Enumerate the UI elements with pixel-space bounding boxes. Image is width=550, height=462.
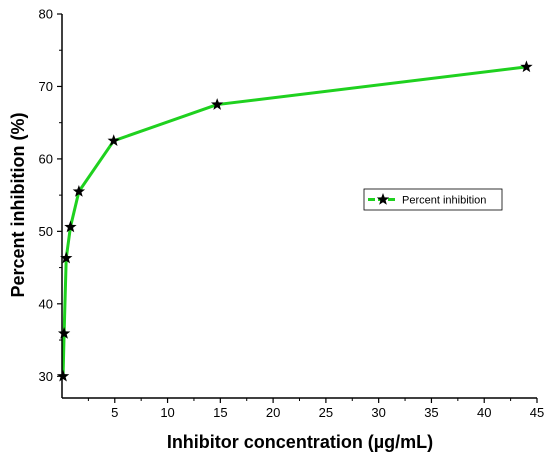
data-point-star	[72, 185, 86, 197]
x-tick-label: 15	[213, 405, 227, 420]
x-tick-label: 25	[319, 405, 333, 420]
y-tick-label: 60	[39, 151, 53, 166]
x-tick-label: 5	[111, 405, 118, 420]
legend-box	[363, 188, 503, 211]
legend-star-marker	[376, 193, 390, 205]
x-tick-label: 10	[160, 405, 174, 420]
y-tick-label: 80	[39, 7, 53, 22]
x-tick-label: 30	[371, 405, 385, 420]
x-axis-title: Inhibitor concentration (µg/mL)	[167, 432, 433, 452]
x-tick-label: 20	[266, 405, 280, 420]
data-point-star	[60, 251, 73, 264]
x-tick-label: 40	[477, 405, 491, 420]
x-tick-label: 35	[424, 405, 438, 420]
y-axis-title: Percent inhibition (%)	[8, 112, 28, 297]
y-tick-label: 30	[39, 369, 53, 384]
x-tick-label: 45	[530, 405, 544, 420]
data-point-star	[210, 98, 224, 110]
data-point-star	[520, 60, 533, 73]
y-tick-label: 50	[39, 224, 53, 239]
y-tick-label: 40	[39, 296, 53, 311]
data-point-star	[57, 327, 71, 339]
y-ticks: 30 40 50 60 70 80	[39, 7, 62, 384]
data-point-star	[56, 369, 70, 382]
legend-label: Percent inhibition	[402, 195, 486, 207]
legend: Percent inhibition	[363, 188, 503, 211]
x-ticks: 5 10 15 20 25 30 35 40 45	[87, 398, 544, 420]
y-tick-label: 70	[39, 79, 53, 94]
data-point-star	[107, 134, 120, 147]
plot-area	[56, 60, 533, 382]
data-point-star	[64, 220, 77, 233]
series-line	[61, 65, 527, 377]
